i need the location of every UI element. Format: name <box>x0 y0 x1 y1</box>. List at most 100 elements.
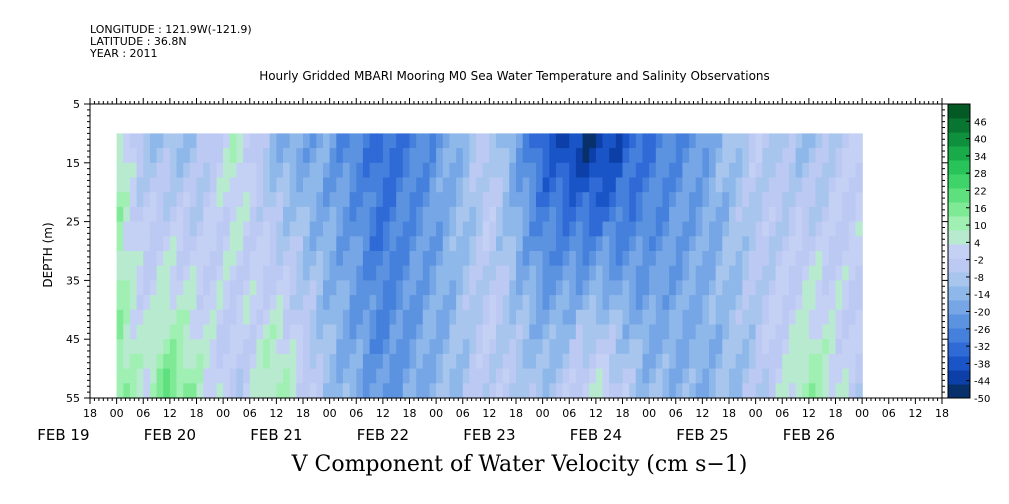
heatmap-cell <box>549 192 557 208</box>
heatmap-cell <box>436 353 444 370</box>
heatmap-cell <box>582 192 590 208</box>
heatmap-cell <box>635 383 644 399</box>
heatmap-cell <box>296 251 304 267</box>
heatmap-cell <box>529 265 537 281</box>
heatmap-cell <box>689 162 697 179</box>
heatmap-cell <box>802 265 810 281</box>
heatmap-cell <box>509 295 517 311</box>
heatmap-cell <box>815 251 823 267</box>
heatmap-cell <box>169 309 178 326</box>
colorbar-swatch <box>948 342 970 357</box>
heatmap-cell <box>342 295 351 311</box>
heatmap-cell <box>482 251 490 267</box>
heatmap-cell <box>462 339 471 355</box>
heatmap-cell <box>755 221 763 237</box>
heatmap-cell <box>549 309 557 326</box>
heatmap-cell <box>775 295 783 311</box>
heatmap-cell <box>516 221 524 237</box>
heatmap-cell <box>456 192 464 208</box>
heatmap-cell <box>462 236 471 252</box>
heatmap-cell <box>702 353 710 370</box>
heatmap-cell <box>356 265 364 281</box>
heatmap-cell <box>429 309 437 326</box>
heatmap-cell <box>183 280 191 296</box>
heatmap-cell <box>516 192 524 208</box>
heatmap-cell <box>123 280 131 296</box>
heatmap-cell <box>496 251 504 267</box>
heatmap-cell <box>416 295 424 311</box>
heatmap-cell <box>396 339 404 355</box>
heatmap-cell <box>549 251 557 267</box>
y-tick-label: 45 <box>66 333 80 346</box>
heatmap-cell <box>163 265 171 281</box>
heatmap-cell <box>369 309 377 326</box>
heatmap-cell <box>376 309 384 326</box>
heatmap-cell <box>709 133 717 149</box>
heatmap-cell <box>749 192 757 208</box>
heatmap-cell <box>722 309 730 326</box>
heatmap-cell <box>555 206 564 223</box>
heatmap-cell <box>775 206 783 223</box>
heatmap-cell <box>489 309 497 326</box>
x-tick-label: 06 <box>349 407 363 420</box>
heatmap-cell <box>788 192 797 208</box>
heatmap-cell <box>416 280 424 296</box>
heatmap-cell <box>283 383 291 399</box>
heatmap-cell <box>409 309 417 326</box>
heatmap-cell <box>795 206 803 223</box>
heatmap-cell <box>196 309 204 326</box>
x-tick-label: 12 <box>376 407 390 420</box>
heatmap-cell <box>342 221 351 237</box>
heatmap-cell <box>116 206 124 223</box>
heatmap-cell <box>822 251 830 267</box>
heatmap-cell <box>129 265 138 281</box>
heatmap-cell <box>768 368 777 384</box>
heatmap-cell <box>522 236 530 252</box>
heatmap-cell <box>655 133 664 149</box>
heatmap-cell <box>263 383 271 399</box>
heatmap-cell <box>808 309 817 326</box>
heatmap-cell <box>449 295 457 311</box>
heatmap-cell <box>362 192 371 208</box>
heatmap-cell <box>429 133 437 149</box>
heatmap-cell <box>775 309 783 326</box>
heatmap-cell <box>755 236 763 252</box>
heatmap-cell <box>456 133 464 149</box>
heatmap-cell <box>396 206 404 223</box>
heatmap-cell <box>642 162 650 179</box>
heatmap-cell <box>675 265 684 281</box>
heatmap-cell <box>742 133 750 149</box>
heatmap-cell <box>229 309 238 326</box>
heatmap-cell <box>289 148 297 164</box>
heatmap-cell <box>223 265 231 281</box>
heatmap-cell <box>602 309 610 326</box>
heatmap-cell <box>522 383 530 399</box>
heatmap-cell <box>722 368 730 384</box>
heatmap-cell <box>689 368 697 384</box>
heatmap-cell <box>436 339 444 355</box>
heatmap-cell <box>642 383 650 399</box>
heatmap-cell <box>183 177 191 193</box>
heatmap-cell <box>802 324 810 340</box>
heatmap-cell <box>422 177 431 193</box>
heatmap-cell <box>822 236 830 252</box>
heatmap-cell <box>369 177 377 193</box>
heatmap-cell <box>522 339 530 355</box>
heatmap-cell <box>256 324 264 340</box>
heatmap-cell <box>336 206 344 223</box>
heatmap-cell <box>602 206 610 223</box>
heatmap-cell <box>442 339 451 355</box>
heatmap-cell <box>462 280 471 296</box>
heatmap-cell <box>609 148 617 164</box>
heatmap-cell <box>209 221 218 237</box>
heatmap-cell <box>775 177 783 193</box>
heatmap-cell <box>536 133 544 149</box>
heatmap-cell <box>156 133 164 149</box>
heatmap-cell <box>256 148 264 164</box>
heatmap-cell <box>429 162 437 179</box>
heatmap-cell <box>336 148 344 164</box>
heatmap-cell <box>323 339 331 355</box>
heatmap-cell <box>329 148 337 164</box>
heatmap-cell <box>549 295 557 311</box>
heatmap-cell <box>342 236 351 252</box>
